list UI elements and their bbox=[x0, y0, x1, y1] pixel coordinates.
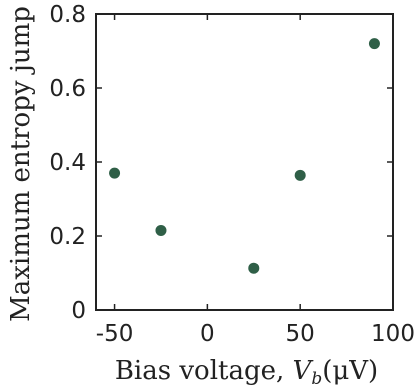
x-tick-label: 0 bbox=[200, 321, 215, 347]
data-points bbox=[109, 38, 380, 274]
x-tick-label: 50 bbox=[286, 321, 315, 347]
x-tick-label: 100 bbox=[371, 321, 415, 347]
x-tick-label: -50 bbox=[96, 321, 134, 347]
data-point bbox=[368, 38, 380, 50]
x-axis-label-text: Bias voltage, bbox=[115, 356, 293, 386]
y-tick-label: 0 bbox=[71, 298, 86, 324]
plot-frame bbox=[95, 13, 394, 311]
y-tick-label: 0.2 bbox=[49, 224, 86, 250]
y-tick-label: 0.4 bbox=[49, 150, 86, 176]
x-axis-label: Bias voltage, Vb(μV) bbox=[115, 356, 378, 389]
x-axis-tick-labels: -50 0 50 100 bbox=[96, 321, 415, 347]
data-point bbox=[109, 167, 121, 179]
x-axis-label-var: V bbox=[293, 356, 314, 386]
y-axis-tick-labels: 0 0.2 0.4 0.6 0.8 bbox=[49, 2, 86, 324]
x-axis-label-subscript: b bbox=[311, 369, 322, 389]
x-axis-ticks bbox=[113, 14, 394, 310]
data-point bbox=[155, 224, 167, 236]
y-tick-label: 0.8 bbox=[49, 2, 86, 28]
y-axis-ticks bbox=[96, 13, 393, 311]
plot-area bbox=[95, 13, 394, 311]
y-axis-label: Maximum entropy jump bbox=[6, 6, 36, 322]
data-point bbox=[294, 169, 306, 181]
x-axis-label-unit: (μV) bbox=[322, 356, 378, 386]
data-point bbox=[248, 262, 260, 274]
y-tick-label: 0.6 bbox=[49, 76, 86, 102]
